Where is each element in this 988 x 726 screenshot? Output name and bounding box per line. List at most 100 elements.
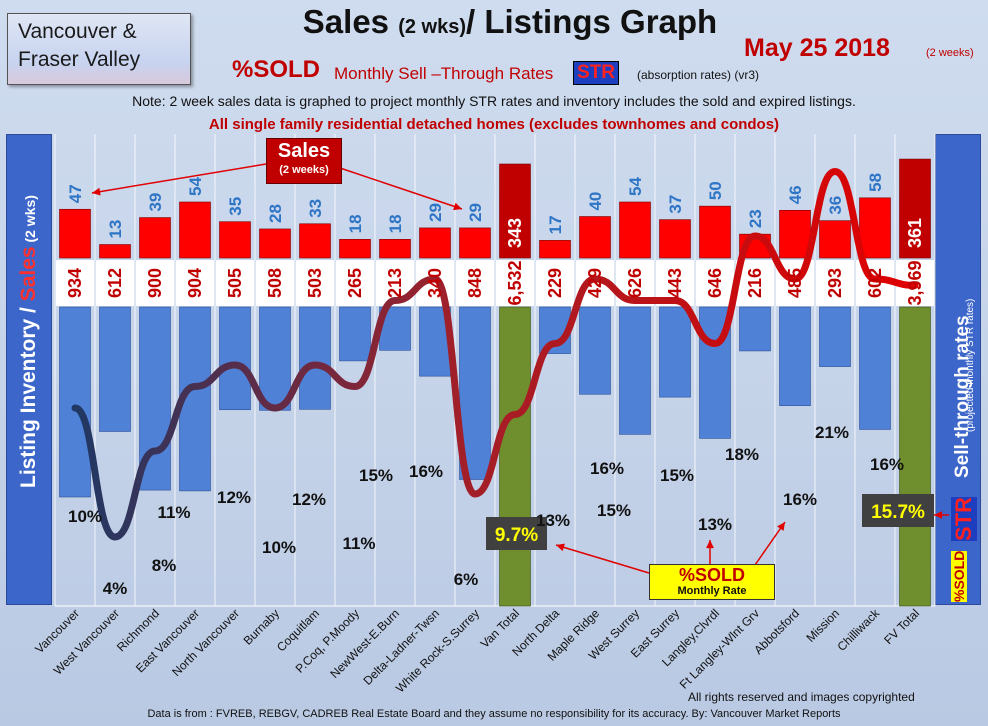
sold-arrow-up-head — [706, 540, 714, 549]
inventory-bar — [659, 306, 691, 398]
inventory-label-bg — [456, 260, 494, 306]
left-axis-part-3: (2 wks) — [22, 195, 38, 247]
str-value-label: 16% — [870, 455, 904, 474]
inventory-label-bg — [696, 260, 734, 306]
inventory-value-label: 229 — [545, 268, 565, 298]
inventory-value-label: 904 — [185, 268, 205, 298]
str-badge: STR — [573, 61, 619, 85]
sold-arrow-right — [754, 521, 786, 566]
inventory-bar — [819, 306, 851, 367]
str-line — [71, 168, 919, 541]
sales-value-label: 361 — [905, 218, 925, 248]
inventory-label-bg — [136, 260, 174, 306]
inventory-value-label: 213 — [385, 268, 405, 298]
sales-bar — [459, 227, 491, 259]
sales-value-label: 35 — [226, 197, 245, 216]
str-value-label: 12% — [292, 490, 326, 509]
sales-bar — [539, 240, 571, 259]
sales-bar — [379, 239, 411, 259]
report-date-sub: (2 weeks) — [926, 47, 974, 59]
inventory-value-label: 612 — [105, 268, 125, 298]
inventory-value-label: 508 — [265, 268, 285, 298]
str-total-box — [486, 517, 547, 550]
inventory-value-label: 626 — [625, 268, 645, 298]
inventory-value-label: 646 — [705, 268, 725, 298]
inventory-bar — [859, 306, 891, 430]
sales-arrow-left-head — [92, 187, 101, 196]
inventory-label-bg — [96, 260, 134, 306]
sales-bar — [59, 208, 91, 259]
str-value-label: 6% — [454, 570, 479, 589]
chart-scope: All single family residential detached h… — [208, 116, 780, 133]
sales-value-label: 50 — [706, 181, 725, 200]
inventory-label-bg — [816, 260, 854, 306]
sales-value-label: 18 — [386, 214, 405, 233]
sales-bar — [179, 201, 211, 259]
inventory-bar — [299, 306, 331, 410]
sales-value-label: 36 — [826, 196, 845, 215]
inventory-bar — [59, 306, 91, 498]
str-value-label: 16% — [590, 459, 624, 478]
str-value-label: 10% — [68, 507, 102, 526]
inventory-bar — [219, 306, 251, 411]
sales-bar — [299, 223, 331, 259]
str-value-label: 16% — [783, 490, 817, 509]
str-value-label: 12% — [217, 488, 251, 507]
inventory-value-label: 6,532 — [505, 260, 525, 305]
sales-value-label: 13 — [106, 220, 125, 239]
sales-bar — [619, 201, 651, 259]
inventory-bar — [779, 306, 811, 406]
report-date: May 25 2018 — [744, 34, 890, 62]
category-label: NewWest-E.Burn — [327, 606, 402, 681]
sales-value-label: 29 — [426, 203, 445, 222]
inventory-value-label: 443 — [665, 268, 685, 298]
title-small: (2 wks) — [398, 16, 467, 38]
sales-arrow-left — [91, 163, 267, 194]
inventory-bar — [99, 306, 131, 432]
region-line-2: Fraser Valley — [18, 48, 141, 71]
sales-value-label: 39 — [146, 193, 165, 212]
sold-arrow-right-head — [777, 522, 785, 531]
sales-value-label: 343 — [505, 218, 525, 248]
inventory-label-bg — [56, 260, 94, 306]
sales-bar — [859, 197, 891, 259]
str-value-label: 8% — [152, 556, 177, 575]
sales-bar — [139, 217, 171, 259]
inventory-label-bg — [216, 260, 254, 306]
subtitle-absorption: (absorption rates) (vr3) — [637, 68, 760, 82]
left-axis-sales: Sales — [17, 246, 40, 302]
sales-value-label: 17 — [546, 215, 565, 234]
copyright-note: All rights reserved and images copyright… — [688, 690, 915, 704]
left-axis-label: Listing Inventory / Sales (2 wks) — [17, 195, 41, 488]
str-value-label: 13% — [698, 515, 732, 534]
inventory-value-label: 429 — [585, 268, 605, 298]
str-line-path — [71, 168, 919, 541]
chart-title: Sales (2 wks)/ Listings Graph — [0, 3, 988, 41]
inventory-bar — [379, 306, 411, 351]
inventory-value-label: 216 — [745, 268, 765, 298]
sales-value-label: 29 — [466, 203, 485, 222]
sold-callout-title: %SOLD — [678, 565, 745, 585]
title-part-2: / Listings Graph — [466, 3, 718, 40]
sales-value-label: 23 — [746, 209, 765, 228]
inventory-value-label: 934 — [65, 268, 85, 298]
subtitle-sold: %SOLD — [232, 56, 321, 83]
source-note: Data is from : FVREB, REBGV, CADREB Real… — [147, 708, 841, 720]
sales-value-label: 40 — [586, 192, 605, 211]
right-axis-sold: %SOLD — [951, 550, 967, 602]
str-value-label: 15% — [660, 466, 694, 485]
sales-bar — [339, 239, 371, 259]
right-axis-sub: (projected monthly STR rates) — [965, 298, 976, 432]
str-value-label: 21% — [815, 423, 849, 442]
sales-bar — [499, 163, 531, 259]
sales-arrow-right — [339, 167, 463, 210]
sales-bar — [579, 216, 611, 259]
category-label: Delta-Ladner-Twsn — [361, 606, 443, 688]
callout-arrows — [91, 163, 949, 574]
sold-arrow-left — [555, 544, 650, 574]
inventory-bar — [259, 306, 291, 411]
sales-callout-sub: (2 weeks) — [279, 164, 329, 176]
